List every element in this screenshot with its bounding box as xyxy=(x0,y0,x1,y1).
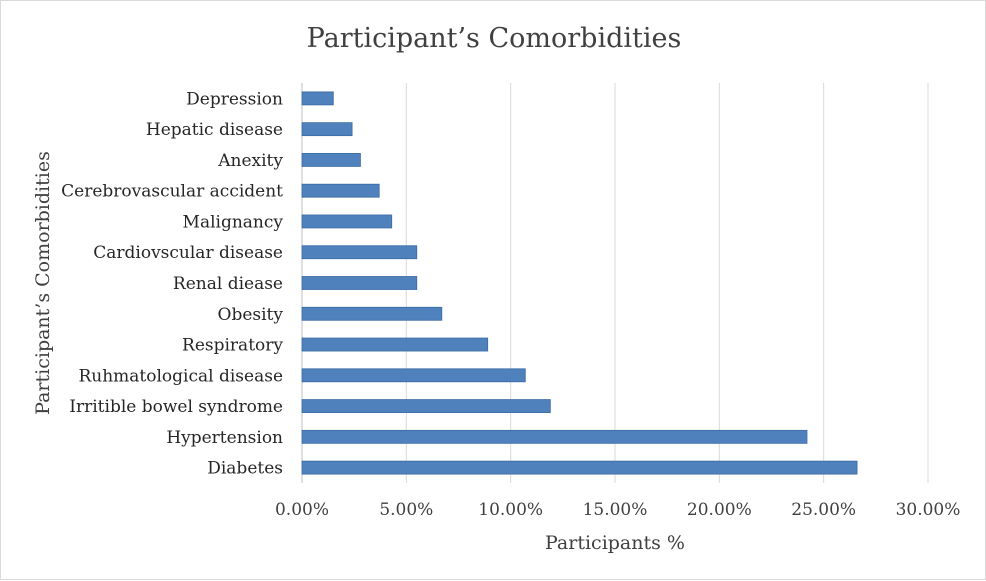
bar xyxy=(301,399,551,413)
bar xyxy=(301,337,489,352)
x-tick-label: 15.00% xyxy=(583,500,648,520)
x-tick-label: 5.00% xyxy=(379,500,433,520)
x-tick-label: 0.00% xyxy=(275,500,329,520)
category-label: Irritible bowel syndrome xyxy=(69,397,283,417)
bar xyxy=(301,460,858,475)
category-label: Obesity xyxy=(218,305,284,325)
category-label: Ruhmatological disease xyxy=(78,366,283,386)
bar xyxy=(301,214,393,229)
x-tick-label: 30.00% xyxy=(896,500,961,520)
chart-title: Participant’s Comorbidities xyxy=(307,23,682,54)
category-label: Cerebrovascular accident xyxy=(61,182,283,202)
bar xyxy=(301,368,526,383)
category-label: Malignancy xyxy=(183,212,284,232)
category-label: Hepatic disease xyxy=(146,120,283,140)
x-tick-label: 10.00% xyxy=(478,500,543,520)
bar xyxy=(301,429,808,444)
category-label: Respiratory xyxy=(182,336,283,356)
category-label: Cardiovscular disease xyxy=(93,243,283,263)
bar xyxy=(301,91,334,106)
category-label: Renal diease xyxy=(173,274,283,294)
category-label: Anexity xyxy=(217,151,283,171)
x-axis-title: Participants % xyxy=(545,532,685,554)
x-tick-label: 25.00% xyxy=(791,500,856,520)
category-label: Depression xyxy=(186,89,283,109)
category-labels: Depression Hepatic disease Anexity Cerebrov… xyxy=(61,89,283,478)
category-label: Hypertension xyxy=(166,428,283,448)
category-label: Diabetes xyxy=(207,459,283,479)
bar xyxy=(301,122,353,137)
x-tick-label: 20.00% xyxy=(687,500,752,520)
bar xyxy=(301,306,443,321)
x-tick-labels: 0.00% 5.00% 10.00% 15.00% 20.00% 25.00% 30.00% xyxy=(275,500,960,520)
bar xyxy=(301,153,361,167)
bar xyxy=(301,183,380,198)
gridlines xyxy=(301,83,929,483)
bar xyxy=(301,245,418,260)
bars xyxy=(301,91,858,475)
y-axis-title: Participant’s Comorbidities xyxy=(32,151,54,415)
bar xyxy=(301,276,418,290)
